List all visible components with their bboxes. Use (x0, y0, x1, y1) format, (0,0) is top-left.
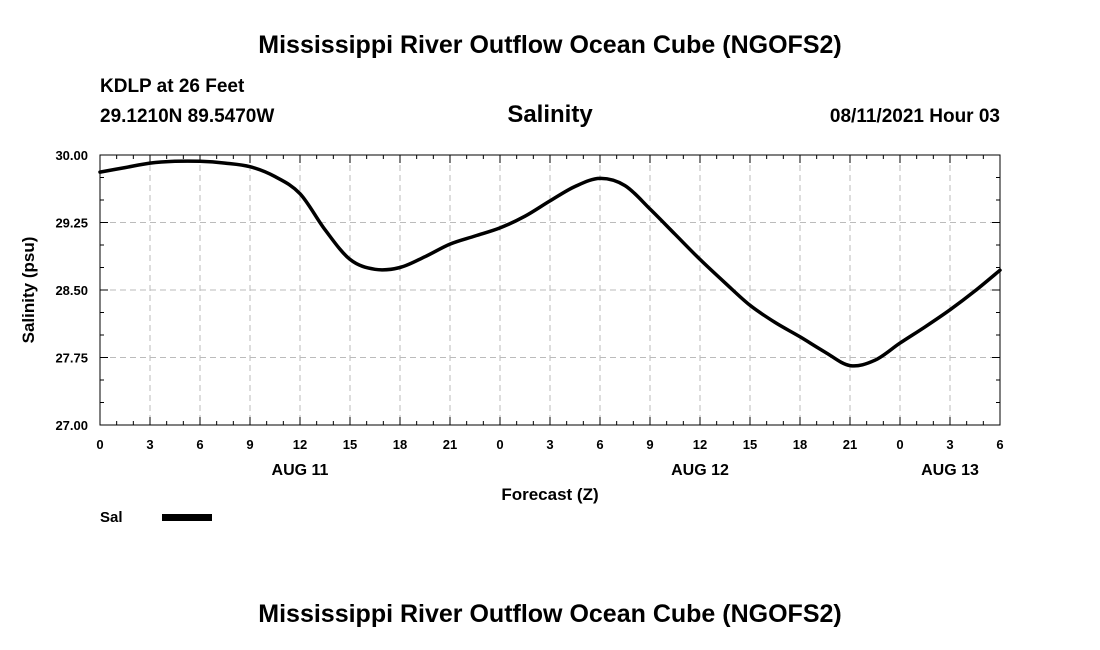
x-tick-label: 21 (443, 437, 457, 452)
legend-line-swatch (162, 514, 212, 521)
x-tick-label: 15 (343, 437, 357, 452)
x-tick-label: 6 (996, 437, 1003, 452)
plot-frame (99, 154, 1001, 426)
y-tick-label: 29.25 (55, 216, 88, 231)
x-tick-label: 18 (793, 437, 807, 452)
grid-lines (100, 155, 1000, 425)
x-tick-label: 0 (96, 437, 103, 452)
day-label: AUG 11 (272, 462, 329, 479)
series-line-sal (98, 159, 1002, 368)
x-tick-label: 21 (843, 437, 857, 452)
series-layer (98, 159, 1002, 368)
x-tick-label: 12 (693, 437, 707, 452)
x-tick-label: 0 (496, 437, 503, 452)
x-tick-label: 12 (293, 437, 307, 452)
x-tick-label: 9 (646, 437, 653, 452)
y-tick-labels: 27.00 27.75 28.50 29.25 30.00 (55, 148, 88, 433)
legend-label: Sal (100, 509, 123, 526)
x-axis-title: Forecast (Z) (501, 485, 598, 504)
y-tick-label: 27.75 (55, 351, 88, 366)
chart-title: Salinity (507, 101, 593, 128)
forecast-run-time: 08/11/2021 Hour 03 (829, 106, 1000, 127)
day-labels: AUG 11 AUG 12 AUG 13 (272, 462, 979, 479)
station-label: KDLP at 26 Feet (100, 76, 245, 97)
x-tick-label: 9 (246, 437, 253, 452)
y-tick-label: 27.00 (55, 418, 88, 433)
x-tick-label: 18 (393, 437, 407, 452)
x-tick-label: 6 (596, 437, 603, 452)
x-tick-label: 6 (196, 437, 203, 452)
legend: Sal (100, 509, 212, 526)
x-tick-label: 3 (946, 437, 953, 452)
day-label: AUG 12 (671, 462, 729, 479)
station-coordinates: 29.1210N 89.5470W (100, 106, 275, 127)
axis-ticks (99, 154, 1001, 426)
y-tick-label: 30.00 (55, 148, 88, 163)
x-tick-label: 15 (743, 437, 757, 452)
footer-title: Mississippi River Outflow Ocean Cube (NG… (258, 600, 842, 628)
x-tick-label: 3 (546, 437, 553, 452)
x-tick-labels: 0 3 6 9 12 15 18 21 0 3 6 9 12 15 18 21 0 3 6 (96, 437, 1003, 452)
day-label: AUG 13 (921, 462, 979, 479)
page-title: Mississippi River Outflow Ocean Cube (NG… (258, 31, 842, 59)
x-tick-label: 0 (896, 437, 903, 452)
y-tick-label: 28.50 (55, 283, 88, 298)
y-axis-title: Salinity (psu) (19, 237, 38, 344)
x-tick-label: 3 (146, 437, 153, 452)
